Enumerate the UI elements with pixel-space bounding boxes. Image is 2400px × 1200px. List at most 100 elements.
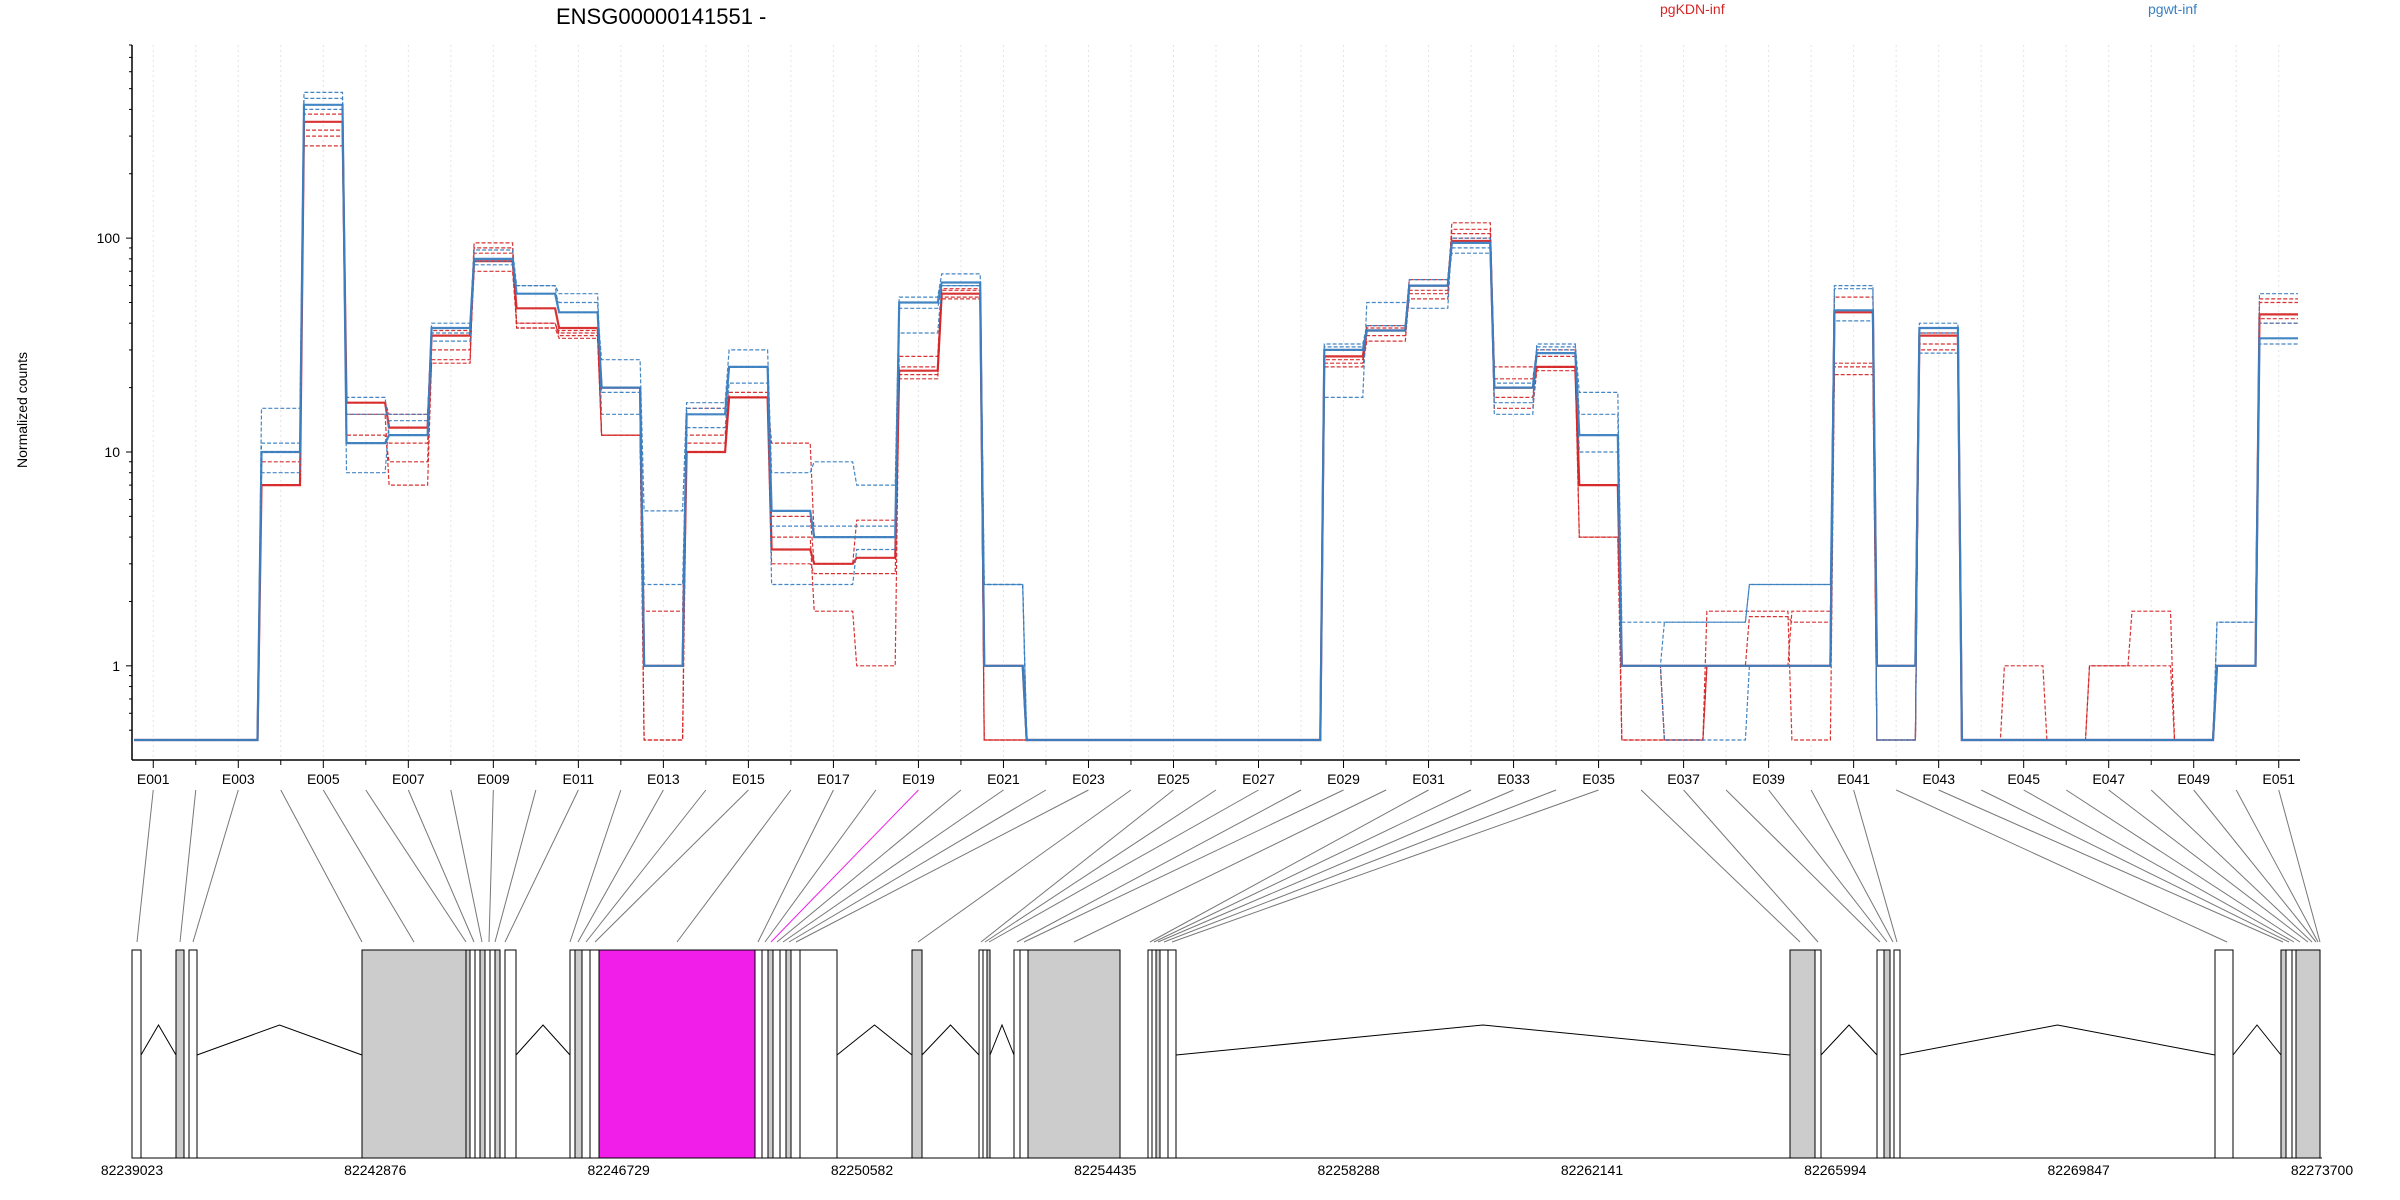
exon-connector — [594, 789, 749, 943]
x-tick-label: E005 — [307, 771, 340, 787]
intron-line — [921, 1024, 980, 1056]
grid-layer — [152, 45, 2280, 760]
exon-connector — [494, 789, 537, 943]
intron-line — [2232, 1024, 2282, 1056]
y-tick-label: 1 — [112, 658, 120, 674]
exon-connector — [1016, 789, 1302, 943]
coord-label: 82269847 — [2048, 1162, 2111, 1178]
exon-box — [465, 949, 471, 1159]
exon-connector — [757, 789, 834, 943]
exon-connector — [450, 789, 483, 943]
exon-connector — [569, 789, 622, 943]
exon-box — [494, 949, 501, 1159]
exon-connector — [192, 789, 239, 943]
exon-connector — [676, 789, 792, 943]
exon-connector — [1073, 789, 1387, 943]
exon-connector — [795, 789, 1089, 943]
exon-connector — [2108, 789, 2309, 943]
legend-item-pgkdn: pgKDN-inf — [1660, 1, 1725, 17]
chart-title: ENSG00000141551 - — [556, 4, 766, 29]
exon-box — [1789, 949, 1816, 1159]
exon-connector — [1023, 789, 1344, 943]
exon-connector — [1171, 789, 1599, 943]
x-tick-label: E027 — [1242, 771, 1275, 787]
exon-connector — [1980, 789, 2290, 943]
series-line-pgwt-inf-8 — [134, 97, 2298, 741]
exon-box — [574, 949, 583, 1159]
exon-connector — [984, 789, 1217, 943]
intron-line — [1899, 1024, 2216, 1056]
exon-box — [1027, 949, 1121, 1159]
exon-box — [2214, 949, 2234, 1159]
x-tick-label: E013 — [647, 771, 680, 787]
x-tick-label: E029 — [1327, 771, 1360, 787]
x-tick-label: E043 — [1922, 771, 1955, 787]
exon-box — [911, 949, 923, 1159]
exon-connector — [1163, 789, 1557, 943]
exon-connector — [136, 789, 154, 943]
exon-box — [799, 949, 838, 1159]
x-tick-label: E039 — [1752, 771, 1785, 787]
exon-box — [2285, 949, 2293, 1159]
x-tick-label: E011 — [563, 771, 595, 787]
exon-box — [474, 949, 481, 1159]
gene-model-layer — [131, 949, 2322, 1159]
exon-connector — [788, 789, 1047, 943]
x-tick-label: E041 — [1837, 771, 1870, 787]
exon-connector — [776, 789, 962, 943]
exon-box — [754, 949, 763, 1159]
x-tick-label: E019 — [902, 771, 935, 787]
intron-line — [1175, 1024, 1791, 1056]
x-tick-label: E049 — [2177, 771, 2210, 787]
exon-connector — [980, 789, 1174, 943]
exon-box — [589, 949, 600, 1159]
exon-box — [1013, 949, 1021, 1159]
exon-connector — [179, 789, 197, 943]
exon-connector — [1768, 789, 1888, 943]
exon-box — [489, 949, 496, 1159]
exon-connector — [1853, 789, 1898, 943]
x-tick-label: E007 — [392, 771, 425, 787]
intron-line — [989, 1023, 1015, 1056]
series-line-pgKDN-inf-2 — [134, 129, 2298, 741]
x-tick-label: E023 — [1072, 771, 1105, 787]
connector-layer — [136, 789, 2321, 943]
exon-connector — [322, 789, 415, 943]
exon-connector — [2023, 789, 2295, 943]
x-tick-label: E035 — [1582, 771, 1615, 787]
coord-label: 82239023 — [101, 1162, 164, 1178]
x-tick-label: E003 — [222, 771, 255, 787]
exon-box — [569, 949, 576, 1159]
coord-label: 82262141 — [1561, 1162, 1624, 1178]
exon-box — [188, 949, 198, 1159]
series-line-pgKDN-inf-3 — [134, 145, 2298, 741]
exon-connector — [988, 789, 1259, 943]
exon-connector — [764, 789, 877, 943]
x-tick-label: E051 — [2262, 771, 2295, 787]
coord-label: 82250582 — [831, 1162, 894, 1178]
exon-connector — [1810, 789, 1894, 943]
exon-box — [978, 949, 984, 1159]
series-layer — [134, 91, 2298, 742]
exon-connector — [1895, 789, 2228, 943]
exon-box — [1814, 949, 1822, 1159]
axis-layer: 1 10 100 E001 E003 E005 E007 E009 E011 E013 E015 E0… — [97, 44, 2300, 787]
exon-connector — [782, 789, 1004, 943]
x-tick-label: E001 — [137, 771, 170, 787]
coord-label: 82265994 — [1804, 1162, 1867, 1178]
x-tick-label: E037 — [1667, 771, 1700, 787]
exon-connector — [2193, 789, 2317, 943]
x-tick-label: E033 — [1497, 771, 1530, 787]
exon-box — [2280, 949, 2287, 1159]
exon-connector — [1153, 789, 1472, 943]
exon-box — [1151, 949, 1157, 1159]
highlighted-exon-box — [598, 949, 756, 1159]
exon-box — [1155, 949, 1161, 1159]
y-tick-label: 10 — [104, 444, 120, 460]
exon-connector — [577, 789, 664, 943]
exon-connector — [1725, 789, 1881, 943]
exon-box — [484, 949, 491, 1159]
exon-connector — [2065, 789, 2301, 943]
